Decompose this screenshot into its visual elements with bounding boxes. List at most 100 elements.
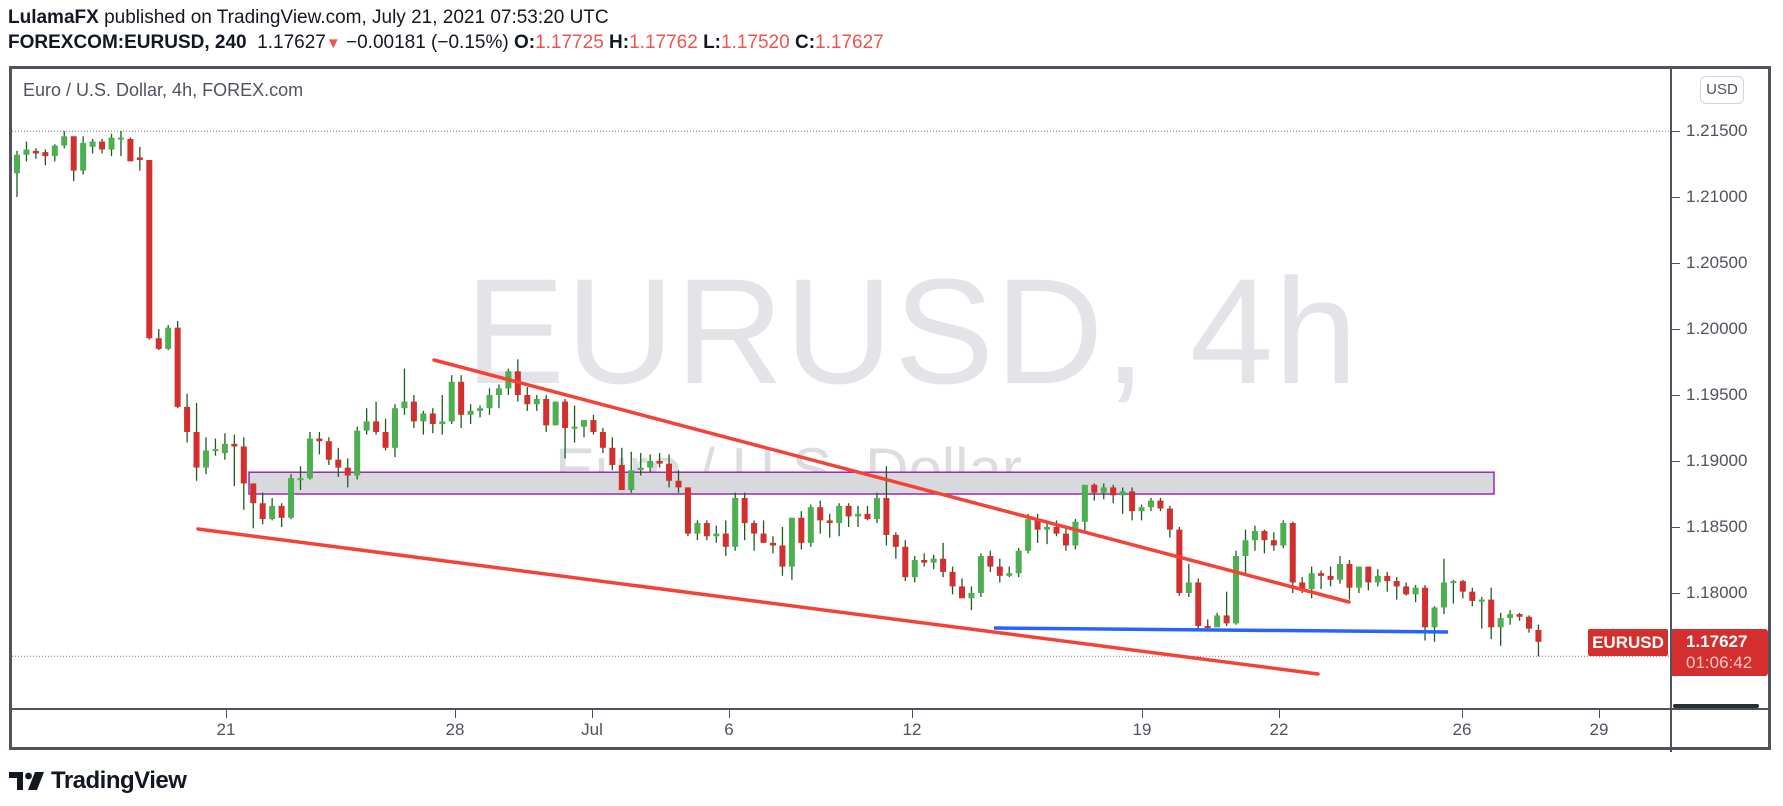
candle-body (543, 398, 550, 426)
price-tick-label: 1.19000 (1686, 451, 1748, 470)
price-tick-label: 1.21500 (1686, 121, 1748, 140)
currency-button[interactable]: USD (1700, 76, 1744, 104)
candle-body (1044, 527, 1051, 530)
candle-body (1327, 575, 1334, 580)
price-tick: 1.19000 (1672, 451, 1772, 471)
high-value: 1.17762 (629, 32, 698, 53)
price-tick-label: 1.20000 (1686, 319, 1748, 338)
candle-body (751, 523, 758, 534)
candle-body (344, 467, 351, 476)
time-tick-mark (1599, 710, 1600, 718)
candle-body (883, 497, 890, 535)
candle-body (325, 441, 332, 460)
candle-body (61, 136, 68, 146)
candle-body (684, 487, 691, 534)
lower-trendline (196, 527, 1320, 676)
candle-body (666, 463, 673, 481)
candle-body (1280, 523, 1287, 546)
supply-zone-rectangle (248, 471, 1495, 495)
candle-body (1025, 519, 1032, 551)
candle-body (864, 513, 871, 520)
candle-body (363, 421, 370, 431)
candle-body (1469, 591, 1476, 601)
upper-trendline (432, 358, 1351, 604)
ohlc-summary: FOREXCOM:EURUSD, 240 1.17627▼ −0.00181 (… (8, 31, 884, 56)
candle-body (117, 137, 124, 140)
time-axis-separator (9, 708, 1771, 710)
time-tick-label: 22 (1269, 720, 1289, 739)
time-tick-label: 6 (724, 720, 734, 739)
candle-body (1062, 533, 1069, 546)
candle-body (647, 461, 654, 468)
candle-body (1195, 582, 1202, 626)
price-axis-scroll-handle[interactable] (1673, 704, 1759, 708)
price-tick: 1.21500 (1672, 121, 1772, 141)
time-tick-mark (226, 710, 227, 718)
candle-body (203, 450, 209, 468)
series-legend-title[interactable]: Euro / U.S. Dollar, 4h, FOREX.com (23, 80, 304, 100)
time-tick-label: 28 (445, 720, 465, 739)
candle-body (1412, 587, 1419, 595)
candle-body (826, 520, 833, 524)
price-tick-label: 1.19500 (1686, 385, 1748, 404)
candle-body (968, 593, 975, 599)
candle-body (335, 459, 342, 468)
candle-body (221, 443, 228, 454)
symbol-price-label: EURUSD (1588, 629, 1668, 656)
candle-body (836, 505, 843, 524)
author-name[interactable]: LulamaFX (8, 7, 99, 28)
candle-body (467, 410, 474, 415)
candle-body (1422, 587, 1429, 628)
candle-body (930, 558, 937, 563)
candle-body (675, 480, 682, 488)
price-tick: 1.20000 (1672, 319, 1772, 339)
time-tick-mark (912, 710, 913, 718)
candle-body (1459, 581, 1466, 592)
candle-body (269, 505, 276, 520)
candle-body (1214, 615, 1221, 628)
candle-body (1053, 527, 1060, 534)
last-price: 1.17627 (257, 32, 326, 53)
candle-body (240, 446, 247, 484)
candle-body (599, 431, 606, 448)
candle-body (609, 447, 616, 465)
tradingview-logo[interactable]: TradingView (9, 767, 187, 794)
candle-body (1270, 540, 1277, 546)
candle-body (940, 558, 947, 572)
candle-body (1223, 615, 1230, 624)
watermark-symbol: EURUSD, 4h (465, 247, 1359, 415)
candle-body (779, 545, 786, 567)
open-label: O: (513, 32, 536, 53)
candle-body (921, 560, 928, 563)
candle-body (278, 505, 285, 518)
candle-body (637, 467, 644, 471)
candle-body (1299, 582, 1306, 590)
candle-body (798, 517, 805, 543)
last-price-label: 1.17627 01:06:42 (1672, 629, 1768, 676)
price-change: −0.00181 (−0.15%) (346, 32, 509, 53)
candle-body (23, 149, 30, 155)
candle-body (439, 421, 446, 425)
candle-body (297, 478, 304, 481)
candle-body (581, 420, 587, 427)
candle-body (174, 327, 181, 407)
candle-body (486, 395, 493, 409)
candle-body (1233, 556, 1240, 624)
candle-body (1526, 616, 1532, 629)
candle-body (911, 560, 918, 578)
candle-body (1488, 599, 1495, 628)
candle-body (1346, 563, 1353, 588)
candle-body (996, 566, 1003, 576)
candle-body (1365, 566, 1372, 583)
tradingview-logo-icon (9, 772, 44, 790)
time-tick-label: 29 (1589, 720, 1609, 739)
time-tick-mark (592, 710, 593, 718)
candle-body (212, 449, 219, 452)
candle-body (524, 395, 531, 405)
candle-body (1384, 575, 1391, 582)
candle-body (99, 141, 106, 150)
candle-body (477, 408, 484, 411)
candle-body (1015, 550, 1022, 574)
candle-body (1440, 582, 1447, 608)
